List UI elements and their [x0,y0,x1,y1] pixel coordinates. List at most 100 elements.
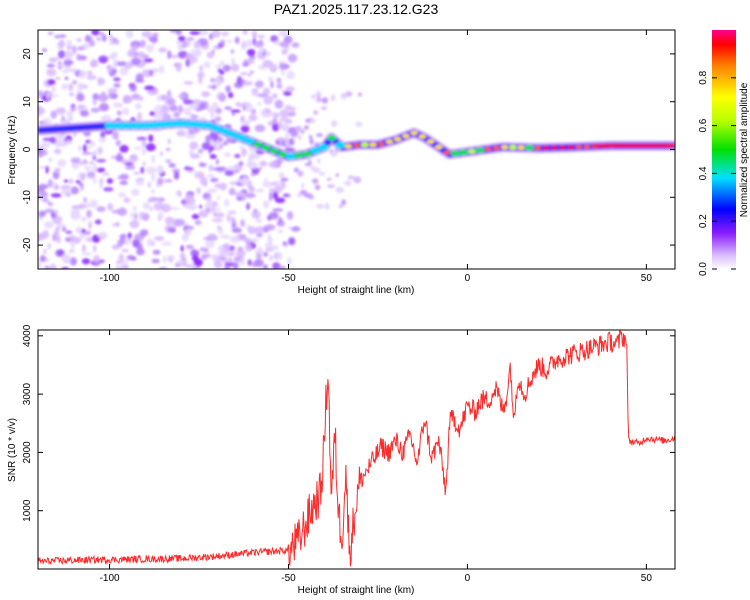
spectrogram-speckle [193,258,204,267]
spectrogram-speckle [40,191,49,198]
spectrogram-speckle [240,189,248,193]
spectrogram-speckle [130,211,135,219]
spectrogram-speckle [161,241,173,246]
spectrogram-speckle [132,44,138,48]
spectrogram-ridge-blob [335,141,346,149]
spectrogram-speckle [149,111,156,117]
spectrogram-speckle [215,158,219,165]
spectrogram-speckle [183,81,194,85]
spectrogram-speckle [135,102,142,110]
spectrogram-speckle [253,258,264,267]
spectrogram-speckle [167,138,171,145]
spectrogram-ridge-blob [550,145,558,150]
spectrogram-speckle [277,79,282,86]
spectrogram-speckle [299,190,308,196]
spectrogram-speckle [119,180,128,186]
spectrogram-speckle [181,233,189,242]
spectrogram-speckle [66,45,74,50]
spectrogram-speckle [88,220,92,230]
spectrogram-speckle [205,239,215,249]
spectrogram-speckle [159,64,165,74]
spectrogram-ridge-blob [517,145,525,150]
spectrogram-y-axis-label: Frequency (Hz) [7,116,18,185]
spectrogram-speckle [77,144,82,152]
spectrogram-speckle [98,93,108,103]
spectrogram-ridge-blob [219,127,230,135]
spectrogram-speckle [262,181,274,188]
spectrogram-ridge-blob [228,130,239,138]
spectrogram-speckle [115,154,124,162]
spectrogram-speckle [188,103,199,110]
spectrogram-speckle [279,136,283,146]
spectrogram-ridge-blob [500,144,509,150]
spectrogram-speckle [161,203,171,213]
spectrogram-speckle [65,230,73,235]
spectrogram-speckle [122,95,134,103]
spectrogram-speckle [305,118,311,123]
spectrogram-ridge-blob [492,146,500,151]
spectrogram-speckle [119,264,129,269]
snr-y-tick-label: 4000 [22,324,33,347]
spectrogram-speckle [288,237,296,246]
spectrogram-speckle [197,30,209,36]
spectrogram-ridge-blob [178,119,189,127]
spectrogram-speckle [61,83,69,90]
spectrogram-ridge-blob [369,142,377,147]
spectrogram-speckle [83,197,87,203]
spectrogram-speckle [156,94,162,102]
spectrogram-speckle [98,137,106,143]
spectrogram-speckle [251,210,261,219]
spectrogram-speckle [161,106,169,115]
spectrogram-speckle [76,38,82,42]
spectrogram-speckle [44,208,55,214]
spectrogram-speckle [207,85,219,89]
spectrogram-speckle [270,35,279,43]
spectrogram-speckle [199,64,204,72]
spectrogram-speckle [72,80,78,85]
spectrogram-speckle [86,171,96,179]
spectrogram-speckle [335,186,344,194]
spectrogram-speckle [60,253,72,263]
spectrogram-speckle [189,30,201,36]
spectrogram-ridge-blob [450,150,460,157]
spectrogram-speckle [259,160,268,167]
spectrogram-speckle [256,232,263,238]
spectrogram-speckle [213,167,223,172]
spectrogram-speckle [303,125,309,130]
spectrogram-speckle [46,63,56,68]
spectrogram-ridge-blob [360,142,369,148]
spectrogram-speckle [110,52,117,60]
spectrogram-speckle [122,108,130,116]
spectrogram-speckle [262,59,273,68]
spectrogram-speckle [220,234,231,239]
spectrogram-speckle [38,261,42,269]
spectrogram-speckle [255,226,265,233]
snr-x-tick-label: 0 [465,573,471,584]
spectrogram-speckle [257,101,262,106]
spectrogram-speckle [92,244,97,253]
spectrogram-speckle [322,97,328,104]
spectrogram-speckle [140,166,145,174]
spectrogram-speckle [69,249,75,253]
spectrogram-speckle [111,244,119,251]
spectrogram-speckle [224,198,230,207]
spectrogram-speckle [42,230,50,239]
spectrogram-x-tick-label: -50 [281,273,296,284]
spectrogram-speckle [151,154,156,164]
spectrogram-speckle [151,258,160,264]
spectrogram-ridge-blob [327,134,337,141]
spectrogram-speckle [230,49,235,55]
spectrogram-ridge-blob [318,143,329,151]
spectrogram-speckle [125,165,136,170]
spectrogram-speckle [223,152,231,158]
spectrogram-speckle [257,246,263,254]
spectrogram-speckle [93,149,98,157]
spectrogram-speckle [222,64,231,72]
spectrogram-speckle [102,172,110,176]
spectrogram-speckle [249,153,261,160]
spectrogram-speckle [130,188,140,197]
spectrogram-ridge-blob [153,121,164,129]
spectrogram-speckle [286,210,294,220]
spectrogram-speckle [98,103,110,112]
spectrogram-speckle [76,93,85,102]
